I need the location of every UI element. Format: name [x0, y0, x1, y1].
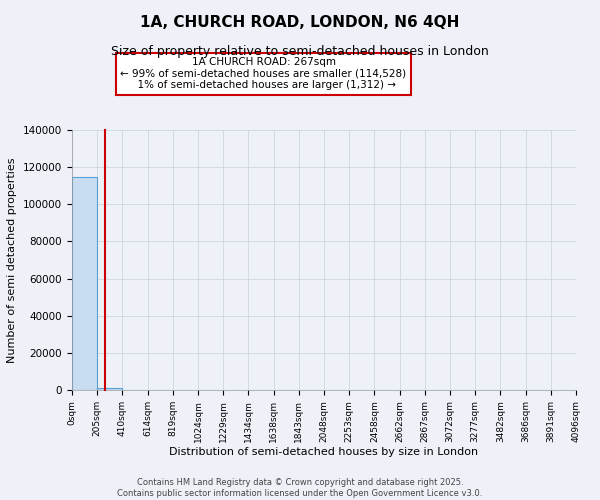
Text: Size of property relative to semi-detached houses in London: Size of property relative to semi-detach…: [111, 45, 489, 58]
Text: Contains HM Land Registry data © Crown copyright and database right 2025.
Contai: Contains HM Land Registry data © Crown c…: [118, 478, 482, 498]
Bar: [72, 178, 97, 390]
Text: 1A CHURCH ROAD: 267sqm
← 99% of semi-detached houses are smaller (114,528)
  1% : 1A CHURCH ROAD: 267sqm ← 99% of semi-det…: [121, 57, 407, 90]
X-axis label: Distribution of semi-detached houses by size in London: Distribution of semi-detached houses by …: [169, 448, 479, 458]
Y-axis label: Number of semi detached properties: Number of semi detached properties: [7, 157, 17, 363]
Bar: [97, 388, 122, 390]
Text: 1A, CHURCH ROAD, LONDON, N6 4QH: 1A, CHURCH ROAD, LONDON, N6 4QH: [140, 15, 460, 30]
